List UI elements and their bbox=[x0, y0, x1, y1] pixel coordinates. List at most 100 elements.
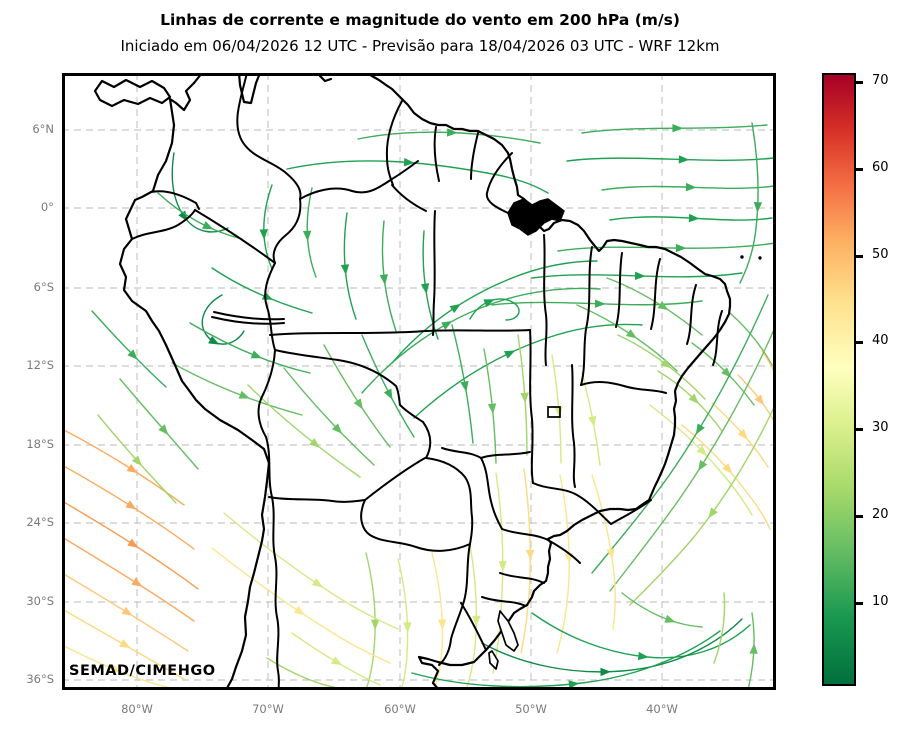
streamline bbox=[481, 618, 743, 673]
chart-subtitle: Iniciado em 06/04/2026 12 UTC - Previsão… bbox=[120, 37, 720, 55]
streamline-arrow-icon bbox=[685, 182, 697, 192]
streamline-arrow-icon bbox=[441, 321, 453, 330]
lat-tick-label: 30°S bbox=[26, 594, 54, 608]
streamline-arrow-icon bbox=[600, 667, 611, 677]
streamline-arrow-icon bbox=[483, 299, 495, 308]
admin-border bbox=[501, 528, 547, 540]
admin-border bbox=[299, 160, 419, 200]
streamline-arrow-icon bbox=[208, 335, 220, 345]
admin-border bbox=[650, 258, 661, 330]
reservoir bbox=[547, 406, 561, 418]
admin-border bbox=[529, 329, 534, 484]
streamline bbox=[729, 312, 773, 366]
streamline-arrow-icon bbox=[383, 388, 393, 400]
lagoon bbox=[497, 610, 519, 652]
streamline-arrow-icon bbox=[158, 424, 169, 435]
streamline-arrow-icon bbox=[420, 283, 430, 295]
streamline-arrow-icon bbox=[238, 390, 250, 399]
streamline bbox=[681, 424, 771, 530]
admin-border bbox=[385, 100, 403, 186]
streamline bbox=[211, 547, 391, 664]
colorbar-tick-mark bbox=[854, 255, 863, 258]
map-background bbox=[62, 73, 776, 690]
admin-border bbox=[391, 184, 427, 212]
streamline-arrow-icon bbox=[125, 500, 137, 510]
streamline-arrow-icon bbox=[708, 507, 718, 519]
lat-tick-label: 36°S bbox=[26, 672, 54, 686]
lat-tick-label: 18°S bbox=[26, 437, 54, 451]
streamline-arrow-icon bbox=[438, 619, 447, 631]
admin-border bbox=[460, 602, 487, 651]
streamline bbox=[413, 323, 643, 419]
admin-border bbox=[615, 252, 623, 328]
admin-border bbox=[236, 73, 302, 200]
admin-border bbox=[470, 132, 479, 180]
streamline-arrow-icon bbox=[353, 398, 363, 410]
admin-border bbox=[257, 349, 276, 438]
streamline-arrow-icon bbox=[293, 605, 305, 616]
coastline bbox=[118, 73, 271, 690]
streamline bbox=[431, 552, 444, 690]
streamline-arrow-icon bbox=[753, 201, 763, 213]
admin-border bbox=[481, 596, 527, 607]
colorbar-tick-label: 40 bbox=[872, 333, 889, 348]
admin-border bbox=[364, 457, 426, 501]
streamline bbox=[629, 402, 776, 606]
lon-tick-label: 80°W bbox=[121, 702, 153, 716]
streamline bbox=[247, 384, 361, 478]
admin-border bbox=[194, 209, 276, 264]
streamline-arrow-icon bbox=[259, 229, 268, 240]
streamline-arrow-icon bbox=[754, 394, 765, 406]
streamline-arrow-icon bbox=[695, 423, 705, 435]
streamline bbox=[361, 334, 415, 438]
admin-border bbox=[686, 284, 697, 345]
streamline bbox=[391, 260, 598, 364]
coastline bbox=[365, 73, 732, 690]
lon-tick-label: 40°W bbox=[646, 702, 678, 716]
streamline bbox=[283, 367, 375, 466]
admin-border bbox=[268, 496, 366, 503]
lon-tick-label: 70°W bbox=[252, 702, 284, 716]
streamline bbox=[91, 310, 167, 388]
admin-border bbox=[265, 436, 280, 690]
streamline-arrow-icon bbox=[698, 459, 708, 472]
lat-tick-label: 12°S bbox=[26, 358, 54, 372]
streamline-arrow-icon bbox=[675, 243, 687, 253]
streamline bbox=[397, 558, 409, 690]
streamline bbox=[62, 428, 185, 506]
admin-border bbox=[543, 234, 548, 366]
watermark-label: SEMAD/CIMEHGO bbox=[69, 663, 216, 679]
admin-border bbox=[545, 538, 581, 564]
colorbar-tick-label: 30 bbox=[872, 420, 889, 435]
streamline-map bbox=[62, 73, 776, 690]
streamline bbox=[323, 344, 391, 448]
streamline-arrow-icon bbox=[460, 380, 469, 392]
grid-layer bbox=[62, 73, 776, 690]
colorbar-tick-mark bbox=[854, 341, 863, 344]
streamline bbox=[739, 122, 759, 284]
streamline-arrow-icon bbox=[302, 230, 312, 242]
island-dot bbox=[758, 256, 762, 260]
streamline bbox=[201, 294, 245, 345]
streamline-arrow-icon bbox=[660, 358, 672, 369]
colorbar-tick-mark bbox=[854, 168, 863, 171]
streamline-layer bbox=[62, 122, 776, 690]
streamline-arrow-icon bbox=[520, 392, 529, 404]
admin-border bbox=[441, 447, 503, 530]
streamline-arrow-icon bbox=[588, 415, 597, 428]
streamline-arrow-icon bbox=[672, 124, 683, 133]
colorbar-tick-label: 10 bbox=[872, 594, 889, 609]
chart-title: Linhas de corrente e magnitude do vento … bbox=[160, 11, 680, 29]
streamline-arrow-icon bbox=[127, 349, 138, 360]
admin-border bbox=[480, 451, 531, 459]
lat-tick-label: 6°S bbox=[33, 280, 54, 294]
lat-tick-label: 6°N bbox=[32, 122, 54, 136]
streamline bbox=[492, 472, 504, 674]
streamline-arrow-icon bbox=[449, 303, 461, 314]
streamline bbox=[591, 474, 616, 630]
admin-border bbox=[272, 198, 302, 264]
streamline-arrow-icon bbox=[370, 619, 380, 631]
admin-border bbox=[610, 499, 652, 525]
streamline bbox=[62, 536, 195, 622]
admin-border bbox=[485, 152, 513, 215]
